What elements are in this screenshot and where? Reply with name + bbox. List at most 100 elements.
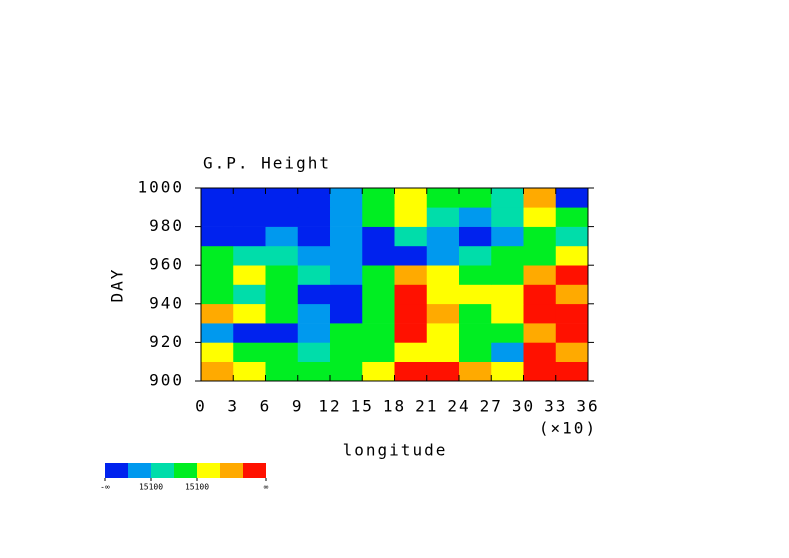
x-tick-label: 12 [318, 397, 341, 416]
cell [523, 245, 557, 266]
cell [426, 245, 460, 266]
colorbar-box [128, 463, 151, 478]
cell [426, 284, 460, 305]
cell [201, 207, 234, 227]
colorbar-box [174, 463, 197, 478]
y-tick-label: 900 [149, 371, 184, 390]
cell [362, 342, 395, 362]
cell [265, 245, 299, 266]
cell [265, 226, 299, 247]
cell [330, 284, 363, 305]
cell [394, 303, 428, 324]
cell [265, 361, 299, 382]
cell [491, 207, 524, 227]
cell [265, 265, 299, 285]
cell [201, 226, 234, 247]
cell [330, 207, 363, 227]
y-tick-label: 1000 [137, 178, 184, 197]
colorbar-box [243, 463, 266, 478]
x-tick-label: 27 [480, 397, 503, 416]
x-tick-label: 6 [260, 397, 272, 416]
cell [201, 361, 234, 382]
cell [362, 284, 395, 305]
cell [523, 342, 557, 362]
cell [426, 342, 460, 362]
cell [555, 303, 589, 324]
cell [330, 323, 363, 343]
cell [362, 207, 395, 227]
cell [523, 265, 557, 285]
cell [265, 323, 299, 343]
cell [201, 342, 234, 362]
cell [362, 323, 395, 343]
cell [201, 323, 234, 343]
colorbar-label: 15100 [185, 483, 209, 492]
cell [362, 226, 395, 247]
y-tick-label: 980 [149, 216, 184, 235]
cell [523, 284, 557, 305]
cell [265, 207, 299, 227]
cell [233, 265, 266, 285]
cell [426, 188, 460, 208]
cell [523, 207, 557, 227]
cell [330, 303, 363, 324]
cell [394, 265, 428, 285]
cell [330, 188, 363, 208]
cell [297, 207, 331, 227]
cell [362, 188, 395, 208]
cell [426, 323, 460, 343]
x-tick-label: 3 [227, 397, 239, 416]
cell [491, 188, 524, 208]
cell [491, 226, 524, 247]
cell [394, 245, 428, 266]
cell [201, 245, 234, 266]
cell [459, 323, 492, 343]
x-tick-label: 30 [512, 397, 535, 416]
cell [426, 303, 460, 324]
cell [233, 207, 266, 227]
cell [491, 361, 524, 382]
cell [523, 361, 557, 382]
cell [362, 265, 395, 285]
cell [265, 303, 299, 324]
cell [555, 188, 589, 208]
cell [233, 226, 266, 247]
x-tick-label: 36 [576, 397, 599, 416]
x-tick-label: 0 [195, 397, 207, 416]
cell [297, 323, 331, 343]
cell [459, 303, 492, 324]
chart-title: G.P. Height [203, 154, 331, 173]
cell [459, 226, 492, 247]
cell [523, 303, 557, 324]
cell [362, 361, 395, 382]
cell [297, 284, 331, 305]
y-tick-label: 920 [149, 332, 184, 351]
cell [491, 245, 524, 266]
cell [297, 303, 331, 324]
cell [233, 303, 266, 324]
cell [201, 303, 234, 324]
cell [394, 361, 428, 382]
cell [330, 361, 363, 382]
cell [523, 188, 557, 208]
cell [426, 361, 460, 382]
cell [394, 323, 428, 343]
cell [555, 284, 589, 305]
cell [394, 207, 428, 227]
cell [491, 284, 524, 305]
cell [394, 284, 428, 305]
x-tick-label: 18 [383, 397, 406, 416]
cell [297, 361, 331, 382]
cell [201, 265, 234, 285]
cell [330, 245, 363, 266]
cell [201, 284, 234, 305]
cell [459, 342, 492, 362]
cell [555, 207, 589, 227]
cell [297, 342, 331, 362]
colorbar-box [105, 463, 128, 478]
cell [233, 361, 266, 382]
x-tick-label: 15 [351, 397, 374, 416]
colorbar-box [197, 463, 220, 478]
cell [233, 342, 266, 362]
